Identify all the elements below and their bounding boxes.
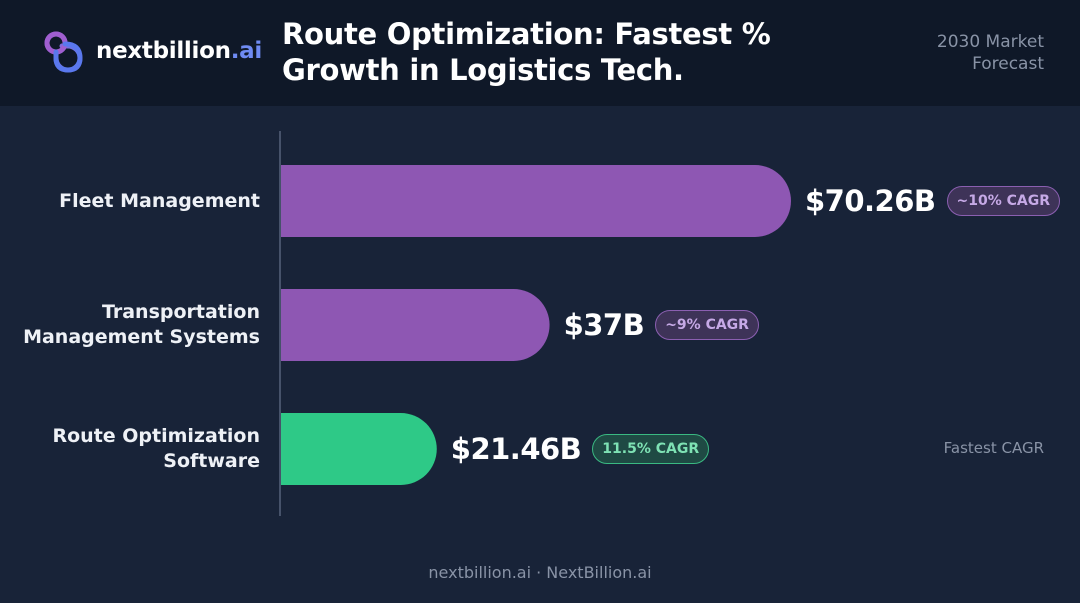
category-label-2: Route Optimization Software	[20, 424, 260, 474]
category-label-0: Fleet Management	[20, 189, 260, 214]
chart-title: Route Optimization: Fastest % Growth in …	[282, 16, 822, 88]
forecast-line-2: Forecast	[972, 54, 1044, 74]
category-label-line: Route Optimization	[52, 425, 260, 447]
cagr-badge-1: ~9% CAGR	[655, 310, 759, 340]
category-label-line: Fleet Management	[59, 189, 260, 212]
bar-chart: Fleet Management $70.26B ~10% CAGR Transpor…	[0, 106, 1080, 536]
fastest-cagr-note: Fastest CAGR	[943, 439, 1044, 457]
title-line-1: Route Optimization: Fastest %	[282, 17, 771, 51]
bar-2	[281, 413, 437, 485]
forecast-line-1: 2030 Market	[936, 32, 1044, 52]
bar-1	[281, 289, 550, 361]
brand-tld: .ai	[230, 38, 263, 64]
category-label-line: Software	[163, 450, 260, 472]
category-label-line: Transportation	[101, 301, 260, 323]
value-label-0: $70.26B	[805, 184, 936, 218]
brand-name: nextbillion.ai	[96, 38, 262, 64]
header: nextbillion.ai Route Optimization: Faste…	[0, 0, 1080, 106]
cagr-badge-0: ~10% CAGR	[946, 186, 1061, 216]
bar-chart-plot	[279, 131, 791, 516]
cagr-badge-2: 11.5% CAGR	[592, 434, 710, 464]
category-label-1: Transportation Management Systems	[20, 300, 260, 350]
title-line-2: Growth in Logistics Tech.	[282, 53, 684, 87]
bar-0	[281, 165, 791, 237]
forecast-label: 2030 Market Forecast	[874, 31, 1044, 75]
value-label-1: $37B	[563, 308, 645, 342]
value-label-2: $21.46B	[450, 432, 582, 466]
category-label-line: Management Systems	[23, 326, 260, 348]
nextbillion-logo-icon	[44, 31, 83, 73]
footer-credit: nextbillion.ai · NextBillion.ai	[428, 563, 652, 582]
